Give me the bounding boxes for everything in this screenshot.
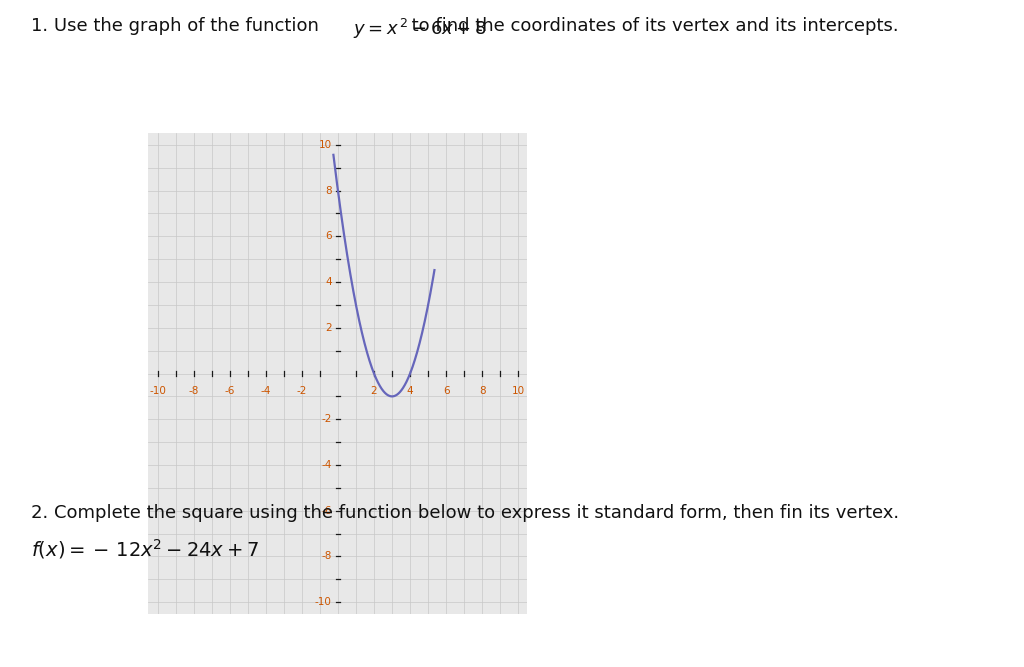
Text: -10: -10: [314, 597, 332, 607]
Text: 10: 10: [512, 386, 525, 396]
Text: -8: -8: [322, 552, 332, 562]
Text: $f(x) = -\,12x^{2} - 24x + 7$: $f(x) = -\,12x^{2} - 24x + 7$: [31, 537, 259, 561]
Text: -6: -6: [322, 506, 332, 516]
Text: -4: -4: [260, 386, 271, 396]
Text: -2: -2: [297, 386, 307, 396]
Text: 8: 8: [479, 386, 485, 396]
Text: $y = x^{\,2} -6x + 8$: $y = x^{\,2} -6x + 8$: [353, 17, 487, 41]
Text: 4: 4: [325, 277, 332, 287]
Text: -4: -4: [322, 460, 332, 470]
Text: 4: 4: [407, 386, 414, 396]
Text: 1. Use the graph of the function                         to find the coordinates: 1. Use the graph of the function to find…: [31, 17, 898, 35]
Text: -10: -10: [150, 386, 166, 396]
Text: -2: -2: [322, 414, 332, 424]
Text: 2: 2: [325, 323, 332, 333]
Text: 6: 6: [442, 386, 450, 396]
Text: -8: -8: [188, 386, 199, 396]
Text: 6: 6: [325, 231, 332, 241]
Text: 10: 10: [318, 140, 332, 150]
Text: 8: 8: [325, 185, 332, 195]
Text: 2. Complete the square using the function below to express it standard form, the: 2. Complete the square using the functio…: [31, 504, 899, 522]
Text: -6: -6: [224, 386, 234, 396]
Text: 2: 2: [371, 386, 377, 396]
